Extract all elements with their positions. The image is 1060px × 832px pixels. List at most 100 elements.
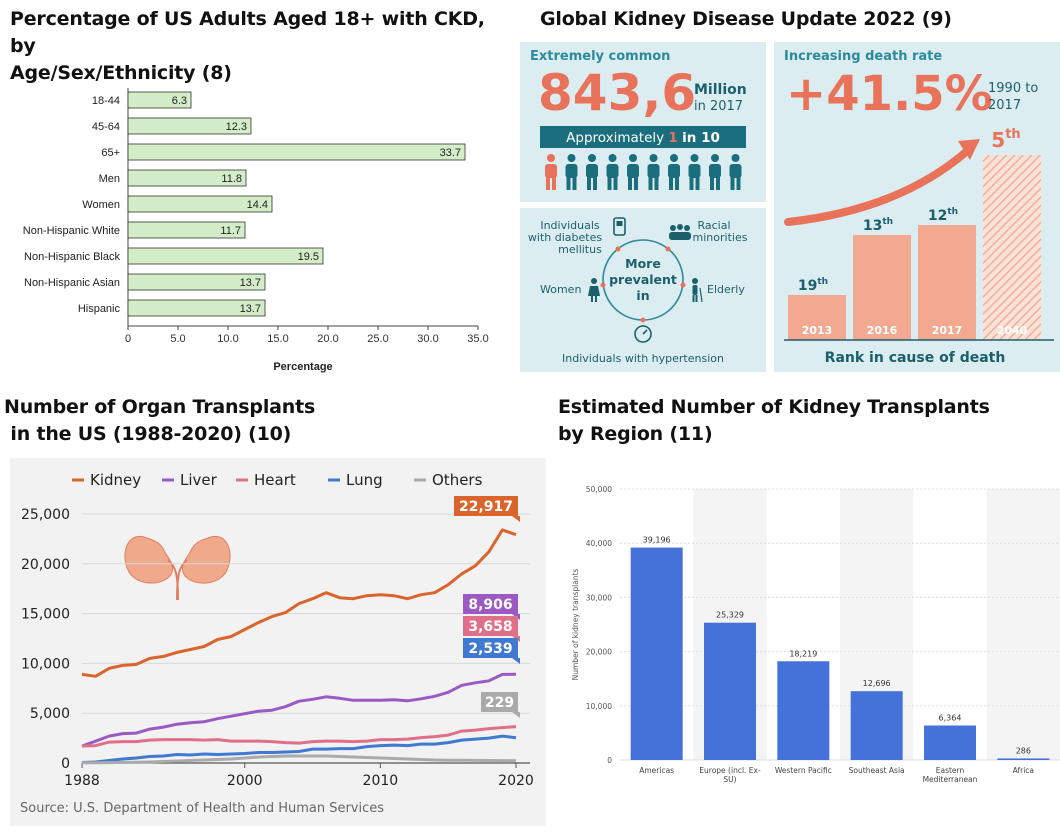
panel2-title: Global Kidney Disease Update 2022 (9)	[540, 8, 952, 30]
diabetes-label-2: with diabetes	[528, 231, 602, 244]
person-icon	[688, 154, 701, 190]
category-label: SU)	[723, 775, 736, 784]
end-label-heart: 3,658	[468, 619, 512, 635]
kidney-transplants-by-region-chart: 0 10,000 20,000 30,000 40,000 50,000 Number of…	[571, 485, 1060, 784]
people-group-icon	[669, 224, 691, 240]
x-tick-label: 30.0	[417, 333, 438, 345]
series-line-kidney	[81, 528, 517, 678]
diabetes-label-3: mellitus	[558, 243, 602, 256]
death-range-1: 1990 to	[988, 81, 1038, 96]
category-label: Southeast Asia	[849, 766, 905, 775]
rank-bar	[918, 225, 976, 340]
bar-value-label: 14.4	[247, 199, 268, 211]
y-tick-label: 0	[607, 756, 612, 765]
category-label: 65+	[101, 147, 120, 159]
elderly-icon	[692, 278, 703, 303]
chart-source: Source: U.S. Department of Health and Hu…	[20, 801, 384, 816]
panel4-title-line2: by Region (11)	[558, 423, 713, 445]
x-axis-title: Percentage	[273, 361, 332, 373]
end-label-box	[463, 638, 518, 658]
common-heading: Extremely common	[530, 49, 670, 64]
x-tick-label: 5.0	[170, 333, 185, 345]
y-tick-label: 20,000	[21, 557, 70, 573]
bar	[127, 143, 466, 161]
center-text-3: in	[636, 288, 649, 303]
glucose-meter-icon	[613, 217, 626, 236]
kidneys-icon	[124, 535, 231, 601]
end-label-pointer	[512, 712, 520, 718]
category-label: Eastern	[936, 766, 965, 775]
panel4-title-line1: Estimated Number of Kidney Transplants	[558, 396, 990, 418]
bar	[997, 758, 1050, 760]
legend-label-others: Others	[432, 471, 483, 489]
legend-label-lung: Lung	[346, 471, 383, 489]
y-tick-label: 20,000	[586, 648, 612, 657]
bar-value-label: 6,364	[939, 714, 962, 723]
bar-value-label: 12.3	[226, 121, 247, 133]
common-unit-2: in 2017	[694, 99, 743, 114]
woman-icon	[588, 278, 600, 302]
racial-label-2: minorities	[693, 231, 748, 244]
women-label: Women	[540, 283, 581, 296]
y-tick-label: 30,000	[586, 593, 612, 602]
bar-value-label: 6.3	[172, 95, 187, 107]
organ-transplants-chart: 0 5,000 10,000 15,000 20,000 25,000 1988 2000 20…	[10, 458, 546, 826]
category-label: Mediterranean	[923, 775, 978, 784]
elderly-label: Elderly	[707, 283, 745, 296]
bar	[777, 661, 830, 760]
category-label: Men	[99, 173, 120, 185]
end-label-kidney: 22,917	[459, 499, 513, 515]
bar-value-label: 11.8	[221, 173, 242, 185]
rank-year-label: 2040	[997, 324, 1028, 337]
glucose-meter-screen	[616, 221, 623, 226]
bar	[127, 273, 266, 291]
approx-banner	[540, 126, 746, 148]
x-tick-label: 25.0	[367, 333, 388, 345]
column-band	[986, 489, 1060, 760]
bar-value-label: 286	[1016, 746, 1031, 755]
category-label: Non-Hispanic Black	[24, 251, 120, 263]
category-label: 45-64	[92, 121, 120, 133]
end-label-box	[463, 616, 518, 636]
bar	[630, 547, 683, 760]
end-label-box	[481, 692, 518, 712]
end-label-lung: 2,539	[468, 641, 512, 657]
panel3-title-line2: in the US (1988-2020) (10)	[4, 423, 292, 445]
y-tick-label: 5,000	[30, 706, 70, 722]
series-line-others	[81, 754, 517, 765]
chart-background	[10, 458, 546, 826]
person-icon	[709, 154, 721, 190]
person-icon	[627, 154, 639, 190]
end-label-pointer	[512, 516, 520, 522]
bar	[127, 299, 266, 317]
end-label-box	[454, 496, 518, 516]
rank-bar	[983, 155, 1041, 340]
death-value: +41.5%	[786, 66, 993, 122]
bar	[127, 221, 246, 239]
x-tick-label: 2020	[498, 773, 534, 789]
bar-value-label: 18,219	[789, 649, 817, 658]
category-label: Women	[82, 199, 120, 211]
x-tick-label: 20.0	[317, 333, 338, 345]
dot-nw	[615, 246, 621, 252]
person-icon	[729, 154, 742, 190]
category-label: Hispanic	[78, 303, 121, 315]
end-label-box	[463, 594, 518, 614]
panel1-title: Percentage of US Adults Aged 18+ with CK…	[10, 6, 510, 87]
y-tick-label: 25,000	[21, 507, 70, 523]
rising-arrow-head	[958, 139, 980, 160]
x-tick-label: 10.0	[217, 333, 238, 345]
end-label-others: 229	[485, 695, 514, 711]
y-tick-label: 10,000	[586, 702, 612, 711]
y-tick-label: 10,000	[21, 656, 70, 672]
blood-pressure-icon	[634, 325, 652, 343]
bar	[127, 91, 192, 109]
rank-caption: Rank in cause of death	[825, 350, 1006, 366]
rising-arrow	[784, 148, 970, 226]
prevalence-box	[520, 208, 766, 372]
y-tick-label: 50,000	[586, 485, 612, 494]
category-label: Non-Hispanic Asian	[24, 277, 120, 289]
racial-label-1: Racial	[697, 219, 730, 232]
bar-value-label: 12,696	[863, 679, 891, 688]
